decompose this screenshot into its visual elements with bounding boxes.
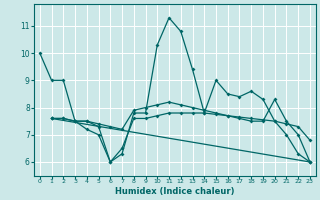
X-axis label: Humidex (Indice chaleur): Humidex (Indice chaleur) bbox=[115, 187, 235, 196]
